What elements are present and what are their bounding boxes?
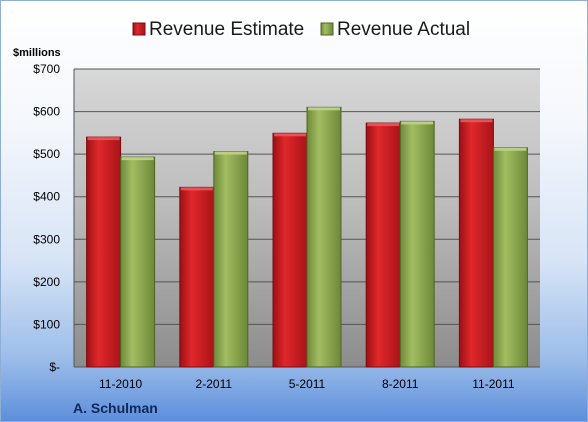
bar-actual-2-2011 (213, 151, 249, 368)
bar-actual-11-2011 (492, 147, 528, 368)
bar-cap (367, 123, 400, 127)
bar-cap (121, 157, 154, 161)
bars (86, 106, 528, 368)
bar-actual-11-2010 (120, 156, 156, 368)
bar-estimate-11-2011 (458, 118, 494, 368)
bar-cap (460, 119, 493, 123)
bar-cap (274, 133, 306, 137)
y-tick-label: $- (49, 360, 60, 374)
x-axis-tick-labels: 11-2010 2-2011 5-2011 8-2011 11-2011 (99, 377, 515, 391)
y-axis-tick-labels: $- $100 $200 $300 $400 $500 $600 $700 (33, 62, 60, 374)
bar-cap (308, 107, 340, 111)
bar-actual-8-2011 (399, 120, 435, 368)
bar-estimate-11-2010 (86, 136, 122, 368)
bar-cap (401, 121, 434, 125)
y-axis-unit-label: $millions (13, 47, 61, 59)
bar-estimate-5-2011 (272, 132, 308, 368)
x-tick-label: 11-2010 (99, 377, 142, 391)
bar-estimate-8-2011 (365, 122, 401, 368)
y-tick-label: $400 (33, 190, 60, 204)
x-tick-label: 5-2011 (289, 377, 326, 391)
legend-swatch-actual (320, 22, 334, 36)
y-tick-label: $500 (33, 147, 60, 161)
company-name: A. Schulman (73, 400, 158, 416)
bar-cap (87, 137, 120, 141)
bar-cap (214, 151, 247, 155)
y-tick-label: $600 (33, 105, 60, 119)
bar-actual-5-2011 (306, 106, 342, 368)
y-tick-label: $100 (33, 317, 60, 331)
x-tick-label: 2-2011 (196, 377, 233, 391)
legend-label-actual: Revenue Actual (337, 19, 470, 40)
y-tick-label: $700 (33, 62, 60, 76)
legend: Revenue Estimate Revenue Actual (132, 19, 470, 40)
y-tick-label: $300 (33, 232, 60, 246)
bar-estimate-2-2011 (179, 186, 215, 368)
legend-swatch-estimate (132, 22, 146, 36)
x-tick-label: 11-2011 (472, 377, 515, 391)
legend-label-estimate: Revenue Estimate (149, 19, 304, 40)
x-tick-label: 8-2011 (382, 377, 419, 391)
y-tick-label: $200 (33, 275, 60, 289)
bar-cap (180, 187, 213, 191)
bar-cap (494, 147, 527, 151)
